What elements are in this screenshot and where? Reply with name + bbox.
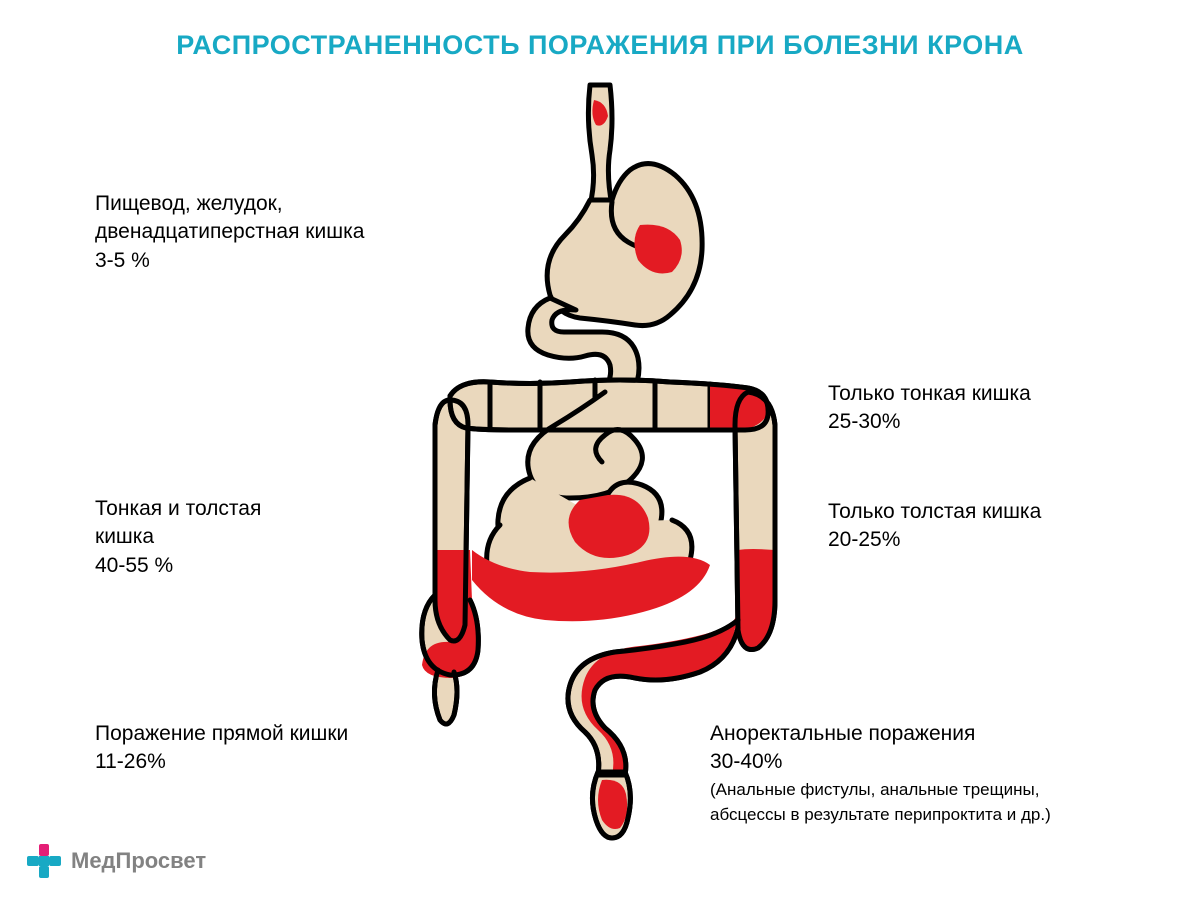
label-line: двенадцатиперстная кишка	[95, 218, 364, 246]
label-pct: 20-25%	[828, 526, 1041, 554]
page-title: РАСПРОСТРАНЕННОСТЬ ПОРАЖЕНИЯ ПРИ БОЛЕЗНИ…	[0, 30, 1200, 61]
label-large-intestine-only: Только толстая кишка 20-25%	[828, 498, 1041, 555]
label-line: Только тонкая кишка	[828, 380, 1031, 408]
label-pct: 3-5 %	[95, 247, 364, 275]
plus-cross-icon	[25, 842, 63, 880]
label-small-and-large-intestine: Тонкая и толстая кишка 40-55 %	[95, 495, 261, 580]
label-rectum: Поражение прямой кишки 11-26%	[95, 720, 348, 777]
label-line: Пищевод, желудок,	[95, 190, 364, 218]
label-line: Тонкая и толстая	[95, 495, 261, 523]
gi-tract-diagram: .organ { fill:#ead8bd; stroke:#000; stro…	[380, 80, 840, 850]
label-pct: 40-55 %	[95, 552, 261, 580]
brand-logo: МедПросвет	[25, 842, 206, 880]
brand-name: МедПросвет	[71, 848, 206, 874]
label-esophagus-stomach-duodenum: Пищевод, желудок, двенадцатиперстная киш…	[95, 190, 364, 275]
label-pct: 11-26%	[95, 748, 348, 776]
label-line: Только толстая кишка	[828, 498, 1041, 526]
label-line: Поражение прямой кишки	[95, 720, 348, 748]
label-line: кишка	[95, 523, 261, 551]
label-pct: 25-30%	[828, 408, 1031, 436]
label-small-intestine-only: Только тонкая кишка 25-30%	[828, 380, 1031, 437]
